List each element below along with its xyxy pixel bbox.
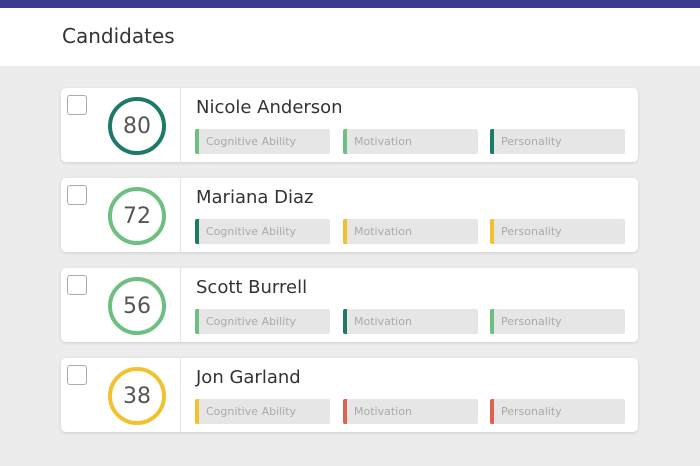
score-ring: 72 <box>108 187 166 245</box>
trait-tag: Personality <box>490 219 625 244</box>
divider <box>180 178 181 252</box>
trait-tag: Motivation <box>343 129 478 154</box>
candidate-name: Nicole Anderson <box>196 97 343 118</box>
score-ring: 56 <box>108 277 166 335</box>
page-title: Candidates <box>62 24 175 48</box>
score-ring: 80 <box>108 97 166 155</box>
top-bar <box>0 0 700 8</box>
candidate-card: 56 Scott Burrell Cognitive Ability Motivati… <box>61 268 638 342</box>
trait-tag: Motivation <box>343 399 478 424</box>
trait-tag: Personality <box>490 399 625 424</box>
candidate-card: 38 Jon Garland Cognitive Ability Motivation… <box>61 358 638 432</box>
select-checkbox[interactable] <box>67 275 87 295</box>
trait-tag: Motivation <box>343 219 478 244</box>
candidate-card: 80 Nicole Anderson Cognitive Ability Motiva… <box>61 88 638 162</box>
divider <box>180 358 181 432</box>
score-ring: 38 <box>108 367 166 425</box>
candidate-name: Jon Garland <box>196 367 301 388</box>
trait-tag: Cognitive Ability <box>195 309 330 334</box>
select-checkbox[interactable] <box>67 95 87 115</box>
header: Candidates <box>0 8 700 66</box>
trait-tag: Cognitive Ability <box>195 399 330 424</box>
divider <box>180 88 181 162</box>
divider <box>180 268 181 342</box>
candidate-name: Scott Burrell <box>196 277 308 298</box>
trait-tag: Personality <box>490 309 625 334</box>
select-checkbox[interactable] <box>67 365 87 385</box>
trait-tag: Cognitive Ability <box>195 129 330 154</box>
trait-tag: Personality <box>490 129 625 154</box>
select-checkbox[interactable] <box>67 185 87 205</box>
trait-tag: Cognitive Ability <box>195 219 330 244</box>
trait-tag: Motivation <box>343 309 478 334</box>
candidate-card: 72 Mariana Diaz Cognitive Ability Motivatio… <box>61 178 638 252</box>
candidate-name: Mariana Diaz <box>196 187 314 208</box>
